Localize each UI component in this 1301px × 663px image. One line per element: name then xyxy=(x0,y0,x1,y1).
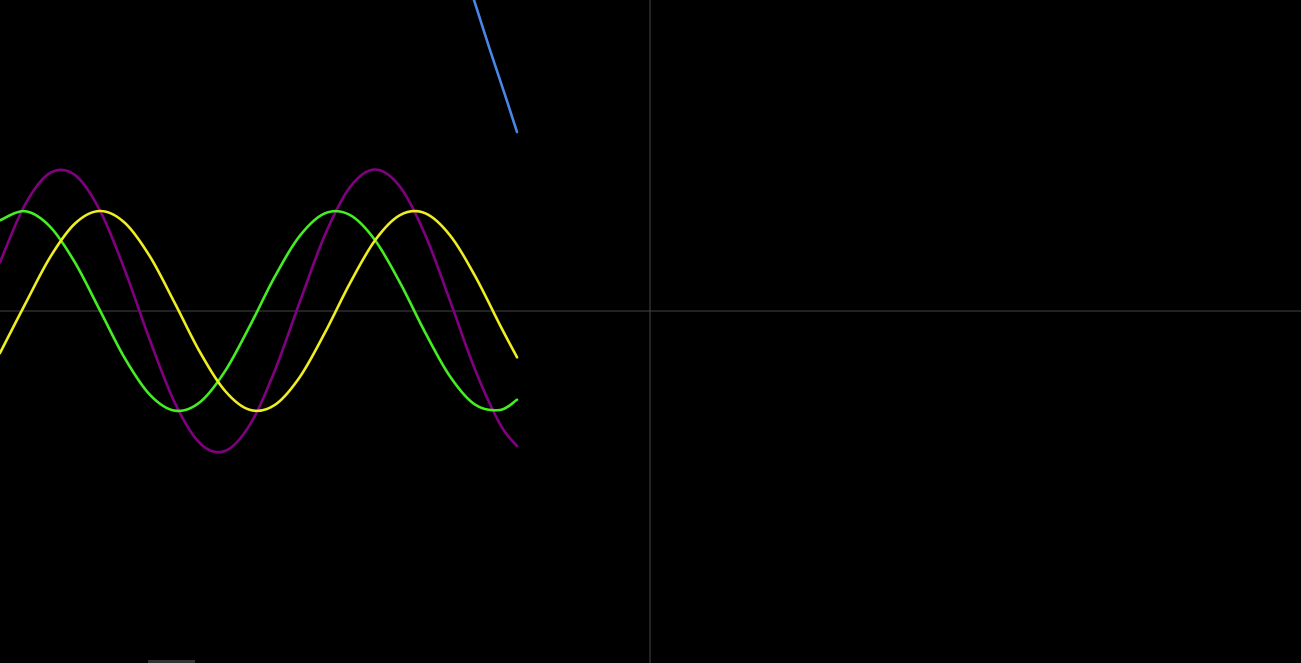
curve xyxy=(0,168,519,454)
curve xyxy=(472,0,519,134)
scroll-handle[interactable] xyxy=(148,660,195,663)
curve xyxy=(0,209,519,413)
curve xyxy=(0,209,519,413)
